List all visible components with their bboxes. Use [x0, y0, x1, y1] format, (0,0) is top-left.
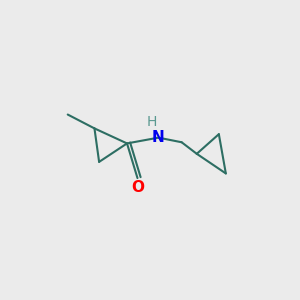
Text: N: N	[152, 130, 165, 145]
Text: O: O	[131, 180, 144, 195]
Text: H: H	[146, 115, 157, 129]
